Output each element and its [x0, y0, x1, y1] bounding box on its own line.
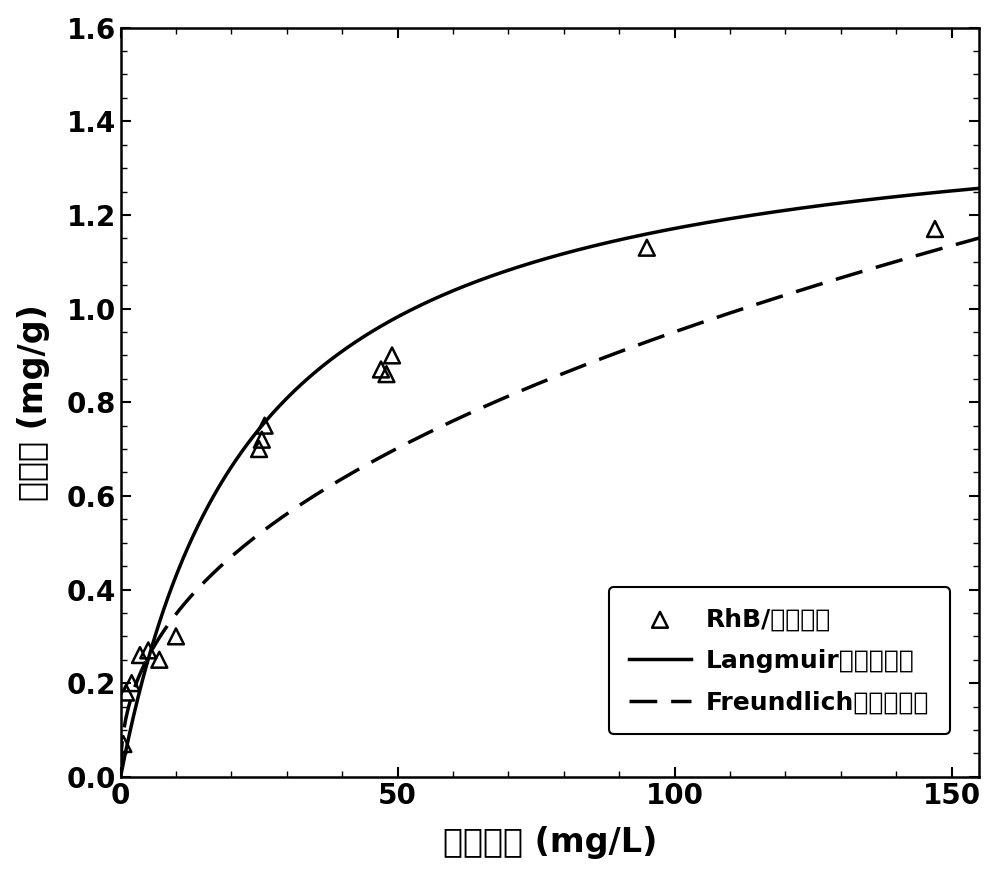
RhB/利蛇纹石 [251, 442, 267, 456]
X-axis label: 平衡浓度 (mg/L): 平衡浓度 (mg/L) [443, 826, 657, 859]
RhB/利蛇纹石 [384, 349, 400, 363]
Freundlich吸附等温线 [493, 395, 505, 406]
RhB/利蛇纹石 [378, 367, 394, 381]
RhB/利蛇纹石 [124, 676, 140, 690]
Freundlich吸附等温线 [784, 288, 796, 299]
RhB/利蛇纹石 [168, 629, 184, 643]
RhB/利蛇纹石 [373, 363, 389, 377]
Line: Langmuir吸附等温线: Langmuir吸附等温线 [121, 188, 979, 776]
Legend: RhB/利蛇纹石, Langmuir吸附等温线, Freundlich吸附等温线: RhB/利蛇纹石, Langmuir吸附等温线, Freundlich吸附等温线 [609, 587, 950, 734]
RhB/利蛇纹石 [639, 241, 655, 255]
Freundlich吸附等温线 [202, 573, 214, 583]
Freundlich吸附等温线 [800, 284, 812, 294]
RhB/利蛇纹石 [115, 737, 131, 751]
Y-axis label: 吸附量 (mg/g): 吸附量 (mg/g) [17, 304, 50, 501]
RhB/利蛇纹石 [132, 648, 148, 662]
Langmuir吸附等温线 [202, 500, 214, 511]
Langmuir吸附等温线 [784, 204, 796, 215]
Langmuir吸附等温线 [493, 268, 505, 279]
RhB/利蛇纹石 [254, 433, 270, 447]
RhB/利蛇纹石 [151, 653, 167, 667]
RhB/利蛇纹石 [927, 222, 943, 236]
Langmuir吸附等温线 [800, 202, 812, 213]
RhB/利蛇纹石 [118, 686, 134, 700]
RhB/利蛇纹石 [140, 643, 156, 657]
Line: Freundlich吸附等温线: Freundlich吸附等温线 [121, 238, 979, 769]
RhB/利蛇纹石 [257, 419, 273, 433]
Freundlich吸附等温线 [462, 409, 474, 420]
Langmuir吸附等温线 [704, 216, 716, 227]
Langmuir吸附等温线 [462, 279, 474, 290]
Freundlich吸附等温线 [704, 314, 716, 325]
Freundlich吸附等温线 [115, 764, 127, 774]
Langmuir吸附等温线 [973, 183, 985, 194]
Langmuir吸附等温线 [115, 771, 127, 781]
Freundlich吸附等温线 [973, 233, 985, 244]
